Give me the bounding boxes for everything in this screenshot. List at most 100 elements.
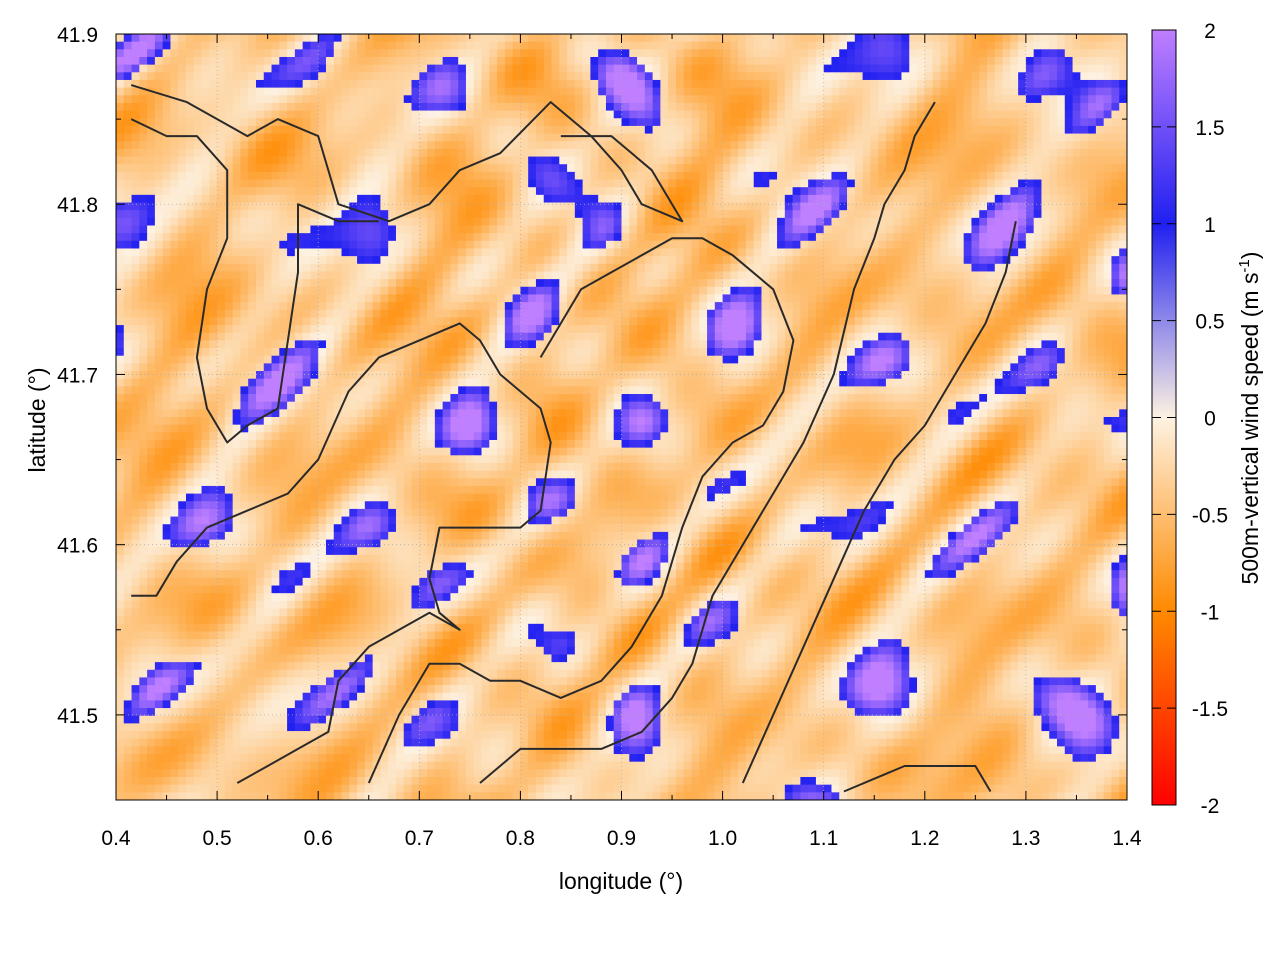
heatmap-cell <box>971 202 980 211</box>
heatmap-cell <box>512 325 521 334</box>
heatmap-cell <box>263 156 273 165</box>
heatmap-cell <box>131 34 140 43</box>
heatmap-cell <box>784 202 794 211</box>
heatmap-cell <box>769 263 778 273</box>
heatmap-cell <box>948 164 957 173</box>
heatmap-cell <box>815 41 825 50</box>
heatmap-cell <box>644 194 654 204</box>
heatmap-cell <box>528 279 537 288</box>
heatmap-cell <box>380 263 389 273</box>
heatmap-cell <box>979 171 988 181</box>
heatmap-cell <box>574 87 584 96</box>
heatmap-cell <box>652 64 661 73</box>
heatmap-cell <box>232 240 242 250</box>
heatmap-cell <box>1103 263 1113 273</box>
heatmap-cell <box>1064 202 1074 211</box>
heatmap-cell <box>154 164 164 173</box>
heatmap-cell <box>395 49 405 58</box>
heatmap-cell <box>1072 271 1081 280</box>
heatmap-cell <box>847 202 856 211</box>
heatmap-cell <box>598 64 607 73</box>
heatmap-cell <box>434 286 444 296</box>
heatmap-cell <box>170 210 179 219</box>
heatmap-cell <box>1095 56 1105 66</box>
heatmap-cell <box>800 64 809 73</box>
heatmap-cell <box>543 49 553 58</box>
heatmap-cell <box>427 202 436 211</box>
heatmap-cell <box>808 148 817 158</box>
heatmap-cell <box>147 118 156 127</box>
heatmap-cell <box>1033 133 1043 142</box>
heatmap-cell <box>839 194 848 204</box>
heatmap-cell <box>815 79 825 89</box>
heatmap-cell <box>201 79 210 89</box>
heatmap-cell <box>559 263 568 273</box>
heatmap-cell <box>808 225 817 234</box>
heatmap-cell <box>1072 233 1081 242</box>
heatmap-cell <box>955 233 965 242</box>
heatmap-cell <box>621 56 630 66</box>
heatmap-cell <box>714 102 724 112</box>
heatmap-cell <box>745 125 755 135</box>
heatmap-cell <box>1033 302 1043 311</box>
heatmap-cell <box>644 102 654 112</box>
heatmap-cell <box>987 164 996 173</box>
heatmap-cell <box>878 41 887 50</box>
heatmap-cell <box>722 240 731 250</box>
heatmap-cell <box>403 164 413 173</box>
heatmap-cell <box>917 133 926 142</box>
heatmap-cell <box>808 294 817 303</box>
heatmap-cell <box>629 225 638 234</box>
heatmap-cell <box>325 240 335 250</box>
heatmap-cell <box>963 102 973 112</box>
heatmap-cell <box>761 202 770 211</box>
heatmap-cell <box>427 233 436 242</box>
heatmap-cell <box>465 49 475 58</box>
heatmap-cell <box>201 256 210 265</box>
heatmap-cell <box>878 148 887 158</box>
heatmap-cell <box>839 248 848 257</box>
heatmap-cell <box>1080 79 1089 89</box>
heatmap-cell <box>434 202 444 211</box>
heatmap-cell <box>1033 202 1043 211</box>
heatmap-cell <box>162 148 172 158</box>
heatmap-cell <box>629 72 638 81</box>
heatmap-cell <box>621 279 630 288</box>
heatmap-cell <box>481 194 490 204</box>
heatmap-cell <box>621 286 630 296</box>
heatmap-cell <box>559 133 568 142</box>
heatmap-cell <box>403 133 413 142</box>
heatmap-cell <box>325 256 335 265</box>
heatmap-cell <box>1025 194 1035 204</box>
heatmap-cell <box>722 164 731 173</box>
heatmap-cell <box>201 148 210 158</box>
heatmap-cell <box>940 72 949 81</box>
heatmap-cell <box>870 72 879 81</box>
heatmap-cell <box>745 309 755 319</box>
heatmap-cell <box>683 102 693 112</box>
heatmap-cell <box>994 240 1004 250</box>
heatmap-cell <box>185 263 195 273</box>
heatmap-cell <box>193 72 203 81</box>
heatmap-cell <box>823 95 833 104</box>
heatmap-cell <box>551 118 560 127</box>
heatmap-cell <box>1111 72 1120 81</box>
heatmap-cell <box>979 225 988 234</box>
heatmap-cell <box>598 256 607 265</box>
heatmap-cell <box>753 263 763 273</box>
heatmap-cell <box>598 233 607 242</box>
heatmap-cell <box>465 271 475 280</box>
heatmap-cell <box>730 125 739 135</box>
heatmap-cell <box>917 141 926 150</box>
heatmap-cell <box>504 263 514 273</box>
heatmap-cell <box>201 217 210 227</box>
heatmap-cell <box>349 248 358 257</box>
heatmap-cell <box>442 41 452 50</box>
heatmap-cell <box>621 164 630 173</box>
heatmap-cell <box>777 110 786 119</box>
heatmap-cell <box>131 202 140 211</box>
heatmap-cell <box>699 271 708 280</box>
heatmap-cell <box>800 164 809 173</box>
heatmap-cell <box>979 217 988 227</box>
heatmap-cell <box>1088 41 1097 50</box>
